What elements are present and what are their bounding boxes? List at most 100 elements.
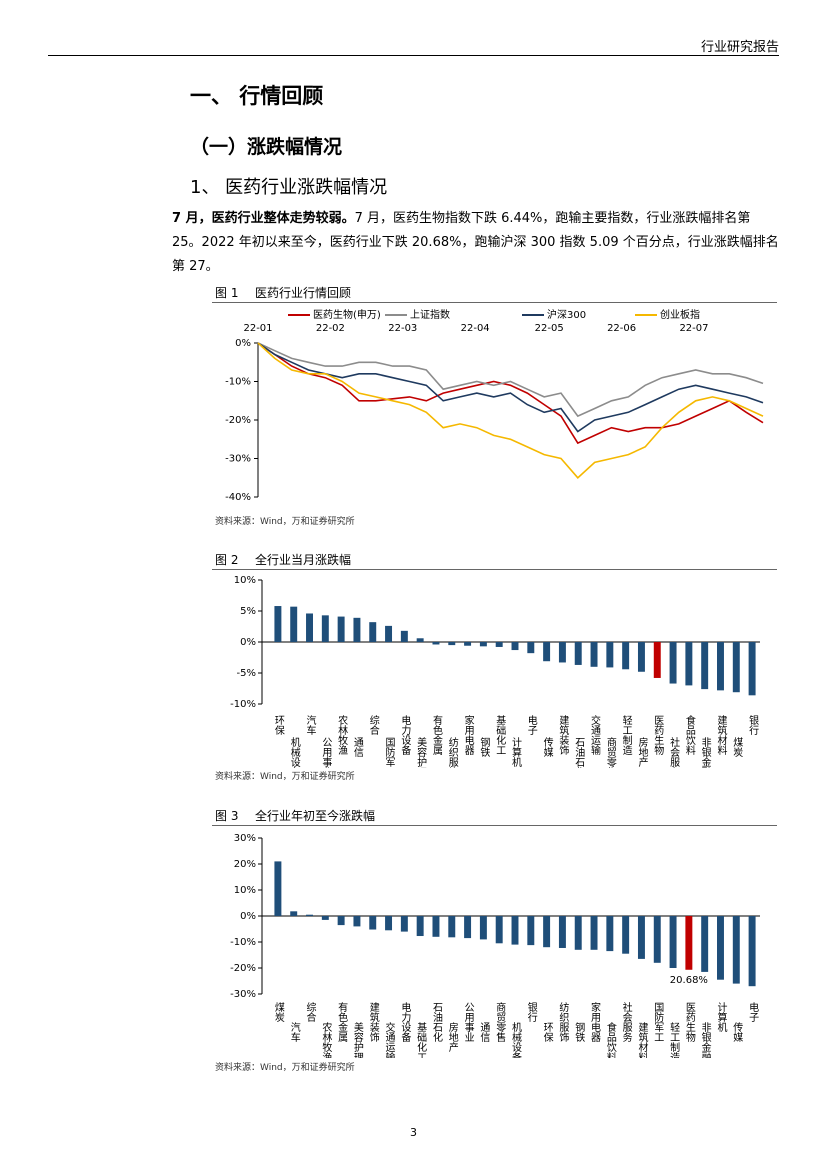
bar	[748, 916, 756, 987]
y-tick-label: -40%	[225, 492, 251, 503]
bar	[732, 642, 740, 693]
x-tick-label: 美容护理	[415, 736, 427, 768]
x-tick-label: 食品饮料	[683, 714, 695, 756]
x-tick-label: 电子	[525, 714, 537, 735]
x-tick-label: 国防军工	[383, 737, 395, 768]
bar	[637, 916, 645, 959]
x-tick-label: 房地产	[446, 1021, 458, 1053]
bar	[717, 642, 724, 691]
y-tick-label: 10%	[234, 885, 256, 896]
x-tick-label: 环保	[272, 715, 284, 736]
x-tick-label: 公用事业	[462, 1002, 474, 1042]
y-tick-label: 30%	[234, 833, 256, 844]
x-tick-label: 有色金属	[336, 1001, 348, 1043]
y-tick-label: -5%	[237, 668, 256, 679]
bar	[669, 642, 677, 684]
figure-number: 图 1	[215, 286, 239, 300]
bar	[464, 916, 472, 939]
y-tick-label: 0%	[240, 637, 256, 648]
x-tick-label: 交通运输	[383, 1021, 395, 1058]
x-tick-label: 石油石化	[430, 1002, 442, 1042]
x-tick-label: 纺织服饰	[446, 736, 458, 768]
x-tick-label: 石油石化	[573, 737, 585, 768]
bar	[590, 642, 598, 667]
x-tick-label: 22-01	[243, 323, 272, 334]
bar	[622, 916, 630, 954]
bar	[590, 916, 598, 950]
bar	[353, 916, 361, 927]
bar	[416, 638, 424, 642]
caption-rule	[212, 569, 777, 570]
bar	[448, 916, 456, 938]
x-tick-label: 国防军工	[652, 1002, 664, 1042]
y-tick-label: -20%	[225, 415, 251, 426]
x-tick-label: 房地产	[636, 736, 648, 768]
x-tick-label: 公用事业	[320, 737, 332, 768]
x-tick-label: 医药生物	[652, 715, 664, 756]
y-tick-label: -10%	[230, 699, 256, 710]
x-tick-label: 综合	[367, 714, 379, 736]
heading-2: （一）涨跌幅情况	[190, 136, 343, 158]
bar	[543, 642, 551, 662]
x-tick-label: 食品饮料	[604, 1021, 616, 1058]
x-tick-label: 综合	[304, 1001, 316, 1023]
bar	[321, 916, 329, 920]
x-tick-label: 建筑装饰	[367, 1001, 379, 1043]
paragraph: 7 月，医药行业整体走势较弱。7 月，医药生物指数下跌 6.44%，跑输主要指数…	[172, 207, 779, 279]
x-tick-label: 非银金融	[699, 1022, 711, 1058]
x-tick-label: 汽车	[304, 714, 316, 736]
x-tick-label: 建筑材料	[715, 714, 727, 756]
x-tick-label: 轻工制造	[668, 1021, 680, 1058]
bar	[669, 916, 677, 968]
bar	[527, 916, 535, 946]
x-tick-label: 22-04	[461, 323, 490, 334]
y-tick-label: -30%	[230, 989, 256, 1000]
bar	[337, 616, 345, 642]
x-tick-label: 煤炭	[731, 736, 743, 758]
bar	[748, 642, 756, 696]
figure-number: 图 3	[215, 809, 239, 823]
legend-label: 上证指数	[410, 308, 450, 321]
bar	[685, 916, 693, 970]
x-tick-label: 环保	[541, 1022, 553, 1043]
x-tick-label: 商贸零售	[604, 736, 616, 768]
bar	[306, 613, 313, 642]
legend-label: 医药生物(申万)	[313, 308, 381, 321]
bar	[479, 642, 487, 647]
x-tick-label: 22-06	[607, 323, 636, 334]
x-tick-label: 22-03	[388, 323, 417, 334]
x-tick-label: 银行	[747, 714, 759, 736]
series-line	[257, 342, 764, 479]
x-tick-label: 家用电器	[589, 1001, 601, 1043]
x-tick-label: 纺织服饰	[557, 1001, 569, 1043]
y-tick-label: 5%	[240, 606, 256, 617]
bar	[448, 642, 456, 646]
bar	[274, 861, 282, 916]
x-tick-label: 传媒	[731, 1022, 743, 1043]
x-tick-label: 汽车	[288, 1021, 300, 1043]
bar	[369, 916, 377, 930]
bar	[290, 606, 298, 642]
figure-caption: 全行业年初至今涨跌幅	[255, 809, 376, 823]
bar	[432, 916, 440, 937]
y-tick-label: 10%	[234, 575, 256, 586]
x-tick-label: 非银金融	[699, 737, 711, 768]
x-tick-label: 建筑材料	[636, 1021, 648, 1058]
x-tick-label: 机械设备	[510, 1021, 522, 1058]
series-line	[257, 342, 764, 433]
x-tick-label: 美容护理	[351, 1021, 363, 1058]
figure-number: 图 2	[215, 553, 239, 567]
heading-1: 一、 行情回顾	[190, 84, 324, 108]
x-tick-label: 钢铁	[478, 736, 490, 758]
bar	[622, 642, 630, 670]
bar	[606, 916, 614, 952]
x-tick-label: 农林牧渔	[336, 714, 348, 756]
y-tick-label: -30%	[225, 454, 251, 465]
bar	[527, 642, 535, 654]
bar	[400, 630, 408, 642]
bar	[685, 642, 693, 686]
bar	[321, 615, 329, 642]
x-tick-label: 商贸零售	[494, 1001, 506, 1043]
